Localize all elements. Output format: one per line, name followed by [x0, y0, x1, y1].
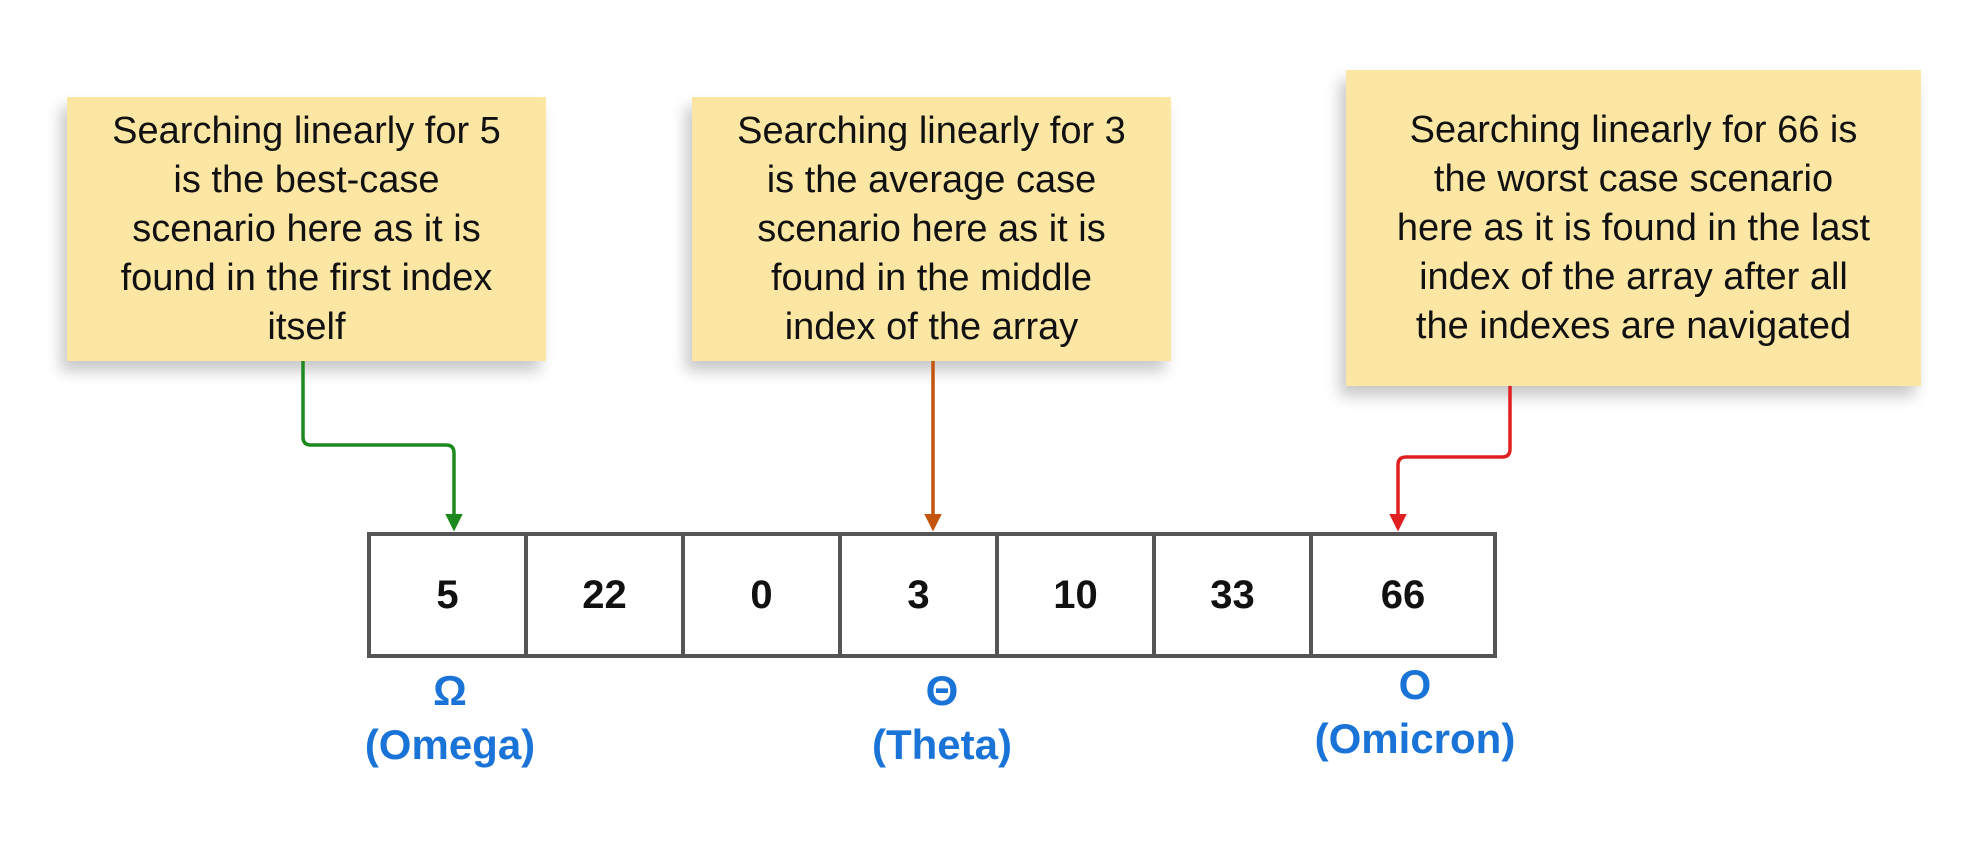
note-line: index of the array — [784, 305, 1079, 348]
array-cell: 10 — [999, 536, 1156, 654]
note-line: here as it is found in the last — [1396, 206, 1871, 249]
average-case-note-text: Searching linearly for 3 is the average … — [737, 107, 1126, 352]
note-line: scenario here as it is — [757, 207, 1106, 250]
array-cell: 3 — [842, 536, 999, 654]
worst-case-arrow — [1389, 386, 1512, 532]
array-cell: 5 — [371, 536, 528, 654]
note-line: found in the first index — [120, 256, 493, 299]
note-line: Searching linearly for 5 — [112, 109, 501, 152]
note-line: is the average case — [766, 158, 1097, 201]
array-cell: 22 — [528, 536, 685, 654]
notation-name: (Omicron) — [1314, 715, 1516, 762]
theta-notation: Θ (Theta) — [832, 664, 1052, 772]
best-case-note: Searching linearly for 5 is the best-cas… — [67, 97, 546, 361]
note-line: Searching linearly for 66 is — [1409, 108, 1858, 151]
note-line: the worst case scenario — [1433, 157, 1834, 200]
array-cell: 0 — [685, 536, 842, 654]
note-line: itself — [267, 305, 346, 348]
worst-case-note-text: Searching linearly for 66 is the worst c… — [1397, 106, 1870, 351]
note-line: scenario here as it is — [132, 207, 481, 250]
note-line: the indexes are navigated — [1415, 304, 1852, 347]
best-case-note-text: Searching linearly for 5 is the best-cas… — [112, 107, 501, 352]
average-case-note: Searching linearly for 3 is the average … — [692, 97, 1171, 361]
note-line: found in the middle — [770, 256, 1093, 299]
notation-symbol: Ω — [433, 667, 467, 714]
array-cell: 33 — [1156, 536, 1313, 654]
note-line: is the best-case — [173, 158, 440, 201]
omega-notation: Ω (Omega) — [340, 664, 560, 772]
notation-symbol: Θ — [925, 667, 959, 714]
note-line: Searching linearly for 3 — [737, 109, 1126, 152]
worst-case-note: Searching linearly for 66 is the worst c… — [1346, 70, 1921, 386]
array-cell: 66 — [1380, 572, 1426, 617]
best-case-arrow — [301, 361, 463, 532]
omicron-notation: O (Omicron) — [1290, 658, 1540, 766]
array: 5 22 0 3 10 33 66 — [367, 532, 1497, 658]
note-line: index of the array after all — [1419, 255, 1848, 298]
notation-name: (Omega) — [364, 721, 536, 768]
notation-symbol: O — [1398, 661, 1432, 708]
notation-name: (Theta) — [872, 721, 1012, 768]
